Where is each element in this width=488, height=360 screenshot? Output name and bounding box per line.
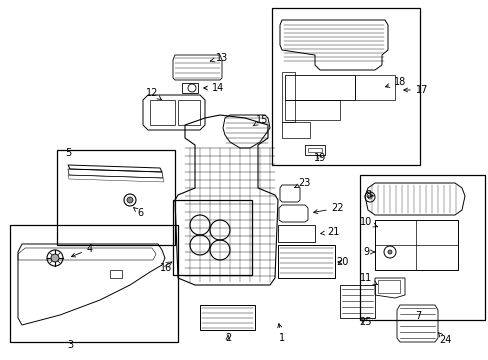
Bar — [278, 225, 314, 242]
Circle shape — [127, 197, 133, 203]
Bar — [271, 8, 419, 165]
Text: 16: 16 — [160, 263, 172, 273]
Text: 7: 7 — [414, 311, 420, 321]
Text: 4: 4 — [71, 244, 93, 257]
Text: 8: 8 — [364, 190, 373, 200]
Text: 1: 1 — [277, 324, 285, 343]
Text: 18: 18 — [385, 77, 406, 87]
Text: 6: 6 — [133, 208, 143, 218]
Bar — [278, 245, 334, 278]
Bar — [150, 100, 175, 125]
Text: 17: 17 — [403, 85, 427, 95]
Bar — [285, 75, 354, 100]
Text: 3: 3 — [67, 340, 73, 350]
Text: 5: 5 — [65, 148, 71, 158]
Bar — [339, 285, 374, 318]
Bar — [374, 220, 457, 270]
Bar — [200, 305, 254, 330]
Text: 14: 14 — [203, 83, 224, 93]
Text: 25: 25 — [358, 317, 370, 327]
Text: 15: 15 — [252, 115, 267, 126]
Text: 10: 10 — [359, 217, 377, 227]
Bar — [285, 100, 339, 120]
Text: 21: 21 — [320, 227, 339, 237]
Text: 19: 19 — [313, 153, 325, 163]
Bar — [282, 122, 309, 138]
Bar — [57, 150, 175, 245]
Text: 11: 11 — [359, 273, 377, 285]
Text: 9: 9 — [362, 247, 374, 257]
Text: 2: 2 — [224, 333, 231, 343]
Text: 24: 24 — [437, 332, 450, 345]
Text: 22: 22 — [313, 203, 344, 213]
Bar — [359, 175, 484, 320]
Circle shape — [387, 250, 391, 254]
Text: 12: 12 — [145, 88, 161, 99]
Text: 13: 13 — [210, 53, 228, 63]
Circle shape — [51, 254, 59, 262]
Bar — [178, 100, 200, 125]
Bar — [354, 75, 394, 100]
Bar — [173, 200, 251, 275]
Bar — [307, 148, 321, 152]
Bar — [182, 83, 198, 93]
Bar — [10, 225, 178, 342]
Text: 20: 20 — [335, 257, 347, 267]
Text: 23: 23 — [294, 178, 309, 188]
Bar — [377, 280, 399, 293]
